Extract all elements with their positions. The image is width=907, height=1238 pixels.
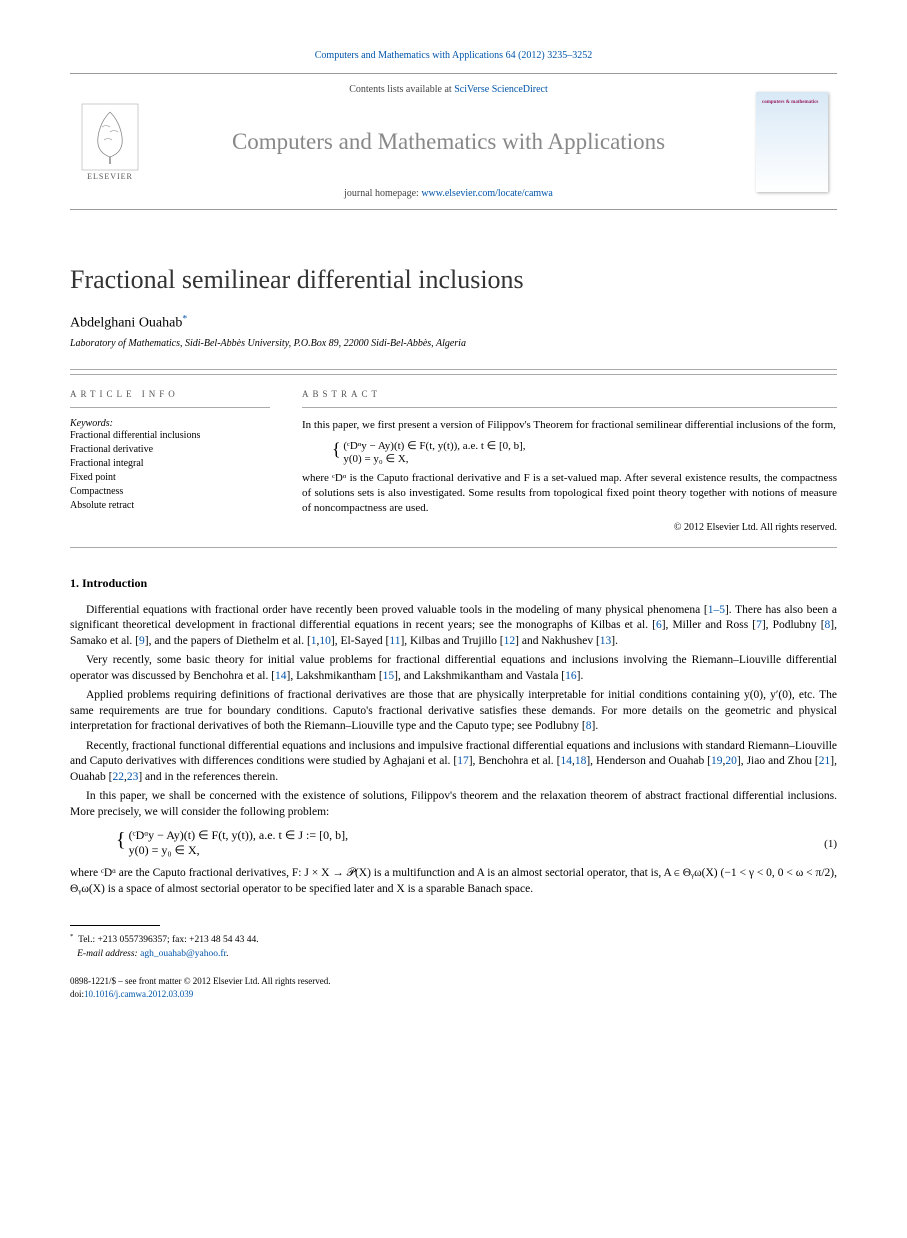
keyword-item: Fractional derivative <box>70 443 270 457</box>
ref-link[interactable]: 1–5 <box>708 604 725 616</box>
article-title: Fractional semilinear differential inclu… <box>70 265 837 295</box>
intro-p1: Differential equations with fractional o… <box>70 603 837 650</box>
abstract-p2: where ᶜDᵅ is the Caputo fractional deriv… <box>302 471 837 516</box>
homepage-line: journal homepage: www.elsevier.com/locat… <box>160 188 737 199</box>
abstract-eqn-line1: (ᶜDᵅy − Ay)(t) ∈ F(t, y(t)), a.e. t ∈ [0… <box>343 440 525 452</box>
doi-line: doi:10.1016/j.camwa.2012.03.039 <box>70 988 837 1001</box>
abstract-copyright: © 2012 Elsevier Ltd. All rights reserved… <box>302 522 837 533</box>
eqn1-line1: (ᶜDᵅy − Ay)(t) ∈ F(t, y(t)), a.e. t ∈ J … <box>129 828 348 842</box>
ref-link[interactable]: 20 <box>725 755 737 767</box>
front-matter-line: 0898-1221/$ – see front matter © 2012 El… <box>70 975 837 988</box>
ref-link[interactable]: 11 <box>389 635 400 647</box>
keywords-label: Keywords: <box>70 418 270 429</box>
article-info-heading: ARTICLE INFO <box>70 389 270 408</box>
intro-p5: In this paper, we shall be concerned wit… <box>70 789 837 820</box>
footnote-contact: * Tel.: +213 0557396357; fax: +213 48 54… <box>70 932 837 947</box>
ref-link[interactable]: 18 <box>575 755 587 767</box>
ref-link[interactable]: 15 <box>383 670 395 682</box>
intro-p2: Very recently, some basic theory for ini… <box>70 653 837 684</box>
abstract-eqn-line2: y(0) = y₀ ∈ X, <box>343 453 408 465</box>
ref-link[interactable]: 14 <box>275 670 287 682</box>
equation-1: { (ᶜDᵅy − Ay)(t) ∈ F(t, y(t)), a.e. t ∈ … <box>116 828 837 858</box>
ref-link[interactable]: 16 <box>565 670 577 682</box>
doi-link[interactable]: 10.1016/j.camwa.2012.03.039 <box>84 989 193 999</box>
ref-link[interactable]: 21 <box>819 755 831 767</box>
keyword-item: Absolute retract <box>70 499 270 513</box>
footnote-rule <box>70 925 160 926</box>
abstract-heading: ABSTRACT <box>302 389 837 408</box>
journal-header: ELSEVIER Contents lists available at Sci… <box>70 73 837 210</box>
abstract-p1: In this paper, we first present a versio… <box>302 418 837 433</box>
keywords-list: Fractional differential inclusions Fract… <box>70 429 270 513</box>
author-name: Abdelghani Ouahab <box>70 316 182 331</box>
eqn1-line2: y(0) = y₀ ∈ X, <box>129 843 200 857</box>
footnote-marker: * <box>70 933 73 940</box>
bottom-copyright: 0898-1221/$ – see front matter © 2012 El… <box>70 975 837 1000</box>
elsevier-logo: ELSEVIER <box>70 74 150 209</box>
publisher-name: ELSEVIER <box>87 172 133 181</box>
journal-name: Computers and Mathematics with Applicati… <box>160 129 737 155</box>
homepage-link[interactable]: www.elsevier.com/locate/camwa <box>421 188 553 199</box>
homepage-prefix: journal homepage: <box>344 188 421 199</box>
ref-link[interactable]: 12 <box>504 635 516 647</box>
author-marker-link[interactable]: * <box>182 316 187 331</box>
info-abstract-block: ARTICLE INFO Keywords: Fractional differ… <box>70 369 837 548</box>
keyword-item: Compactness <box>70 485 270 499</box>
ref-link[interactable]: 10 <box>319 635 331 647</box>
ref-link[interactable]: 23 <box>127 771 139 783</box>
journal-cover-thumbnail: computers & mathematics <box>747 74 837 209</box>
ref-link[interactable]: 17 <box>457 755 469 767</box>
abstract-column: ABSTRACT In this paper, we first present… <box>286 374 837 547</box>
contents-prefix: Contents lists available at <box>349 84 454 95</box>
email-link[interactable]: agh_ouahab@yahoo.fr <box>140 949 226 959</box>
intro-p4: Recently, fractional functional differen… <box>70 739 837 786</box>
abstract-equation: { (ᶜDᵅy − Ay)(t) ∈ F(t, y(t)), a.e. t ∈ … <box>332 439 837 465</box>
author-line: Abdelghani Ouahab* <box>70 313 837 332</box>
intro-p3: Applied problems requiring definitions o… <box>70 688 837 735</box>
keyword-item: Fractional integral <box>70 457 270 471</box>
equation-number: (1) <box>824 838 837 850</box>
footnote-email: E-mail address: agh_ouahab@yahoo.fr. <box>70 948 837 961</box>
keyword-item: Fractional differential inclusions <box>70 429 270 443</box>
sciencedirect-link[interactable]: SciVerse ScienceDirect <box>454 84 548 95</box>
top-citation: Computers and Mathematics with Applicati… <box>70 50 837 61</box>
contents-line: Contents lists available at SciVerse Sci… <box>160 84 737 95</box>
affiliation: Laboratory of Mathematics, Sidi-Bel-Abbè… <box>70 338 837 349</box>
section-1-heading: 1. Introduction <box>70 576 837 591</box>
citation-link[interactable]: Computers and Mathematics with Applicati… <box>315 50 592 61</box>
ref-link[interactable]: 22 <box>112 771 124 783</box>
body-text: Differential equations with fractional o… <box>70 603 837 898</box>
ref-link[interactable]: 13 <box>600 635 612 647</box>
elsevier-tree-icon <box>80 102 140 172</box>
ref-link[interactable]: 19 <box>711 755 723 767</box>
ref-link[interactable]: 14 <box>560 755 572 767</box>
keyword-item: Fixed point <box>70 471 270 485</box>
cover-title: computers & mathematics <box>762 100 818 106</box>
article-info-column: ARTICLE INFO Keywords: Fractional differ… <box>70 374 286 547</box>
footnotes: * Tel.: +213 0557396357; fax: +213 48 54… <box>70 932 837 961</box>
intro-p6: where ᶜDᵅ are the Caputo fractional deri… <box>70 866 837 897</box>
